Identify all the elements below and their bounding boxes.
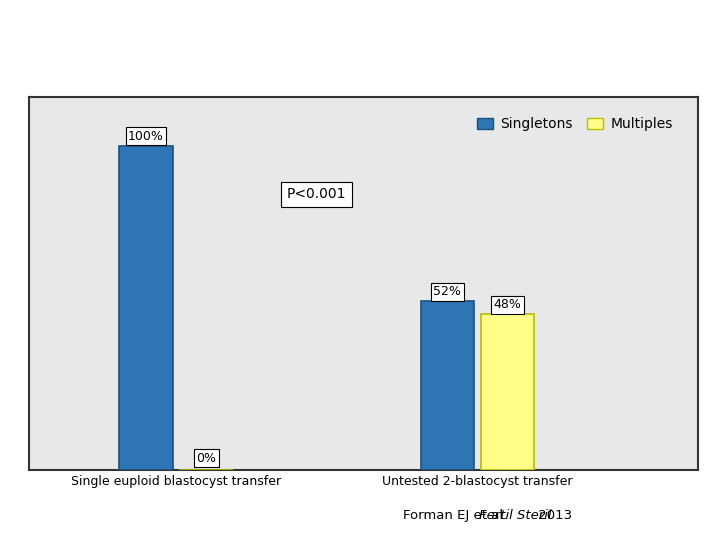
Bar (120, 146, 173, 470)
Text: 52%: 52% (433, 285, 462, 298)
Bar (420, 301, 474, 470)
Text: 48%: 48% (494, 298, 521, 311)
Text: Eliminates Multiples: Eliminates Multiples (153, 28, 567, 62)
Text: P<0.001: P<0.001 (287, 187, 346, 201)
Text: Forman EJ et al.: Forman EJ et al. (403, 509, 512, 522)
Bar (481, 314, 534, 470)
Text: 100%: 100% (128, 130, 164, 143)
Text: Fertil Steril: Fertil Steril (479, 509, 552, 522)
Text: 2013: 2013 (534, 509, 572, 522)
Legend: Singletons, Multiples: Singletons, Multiples (471, 112, 678, 137)
Text: 0%: 0% (197, 452, 216, 465)
